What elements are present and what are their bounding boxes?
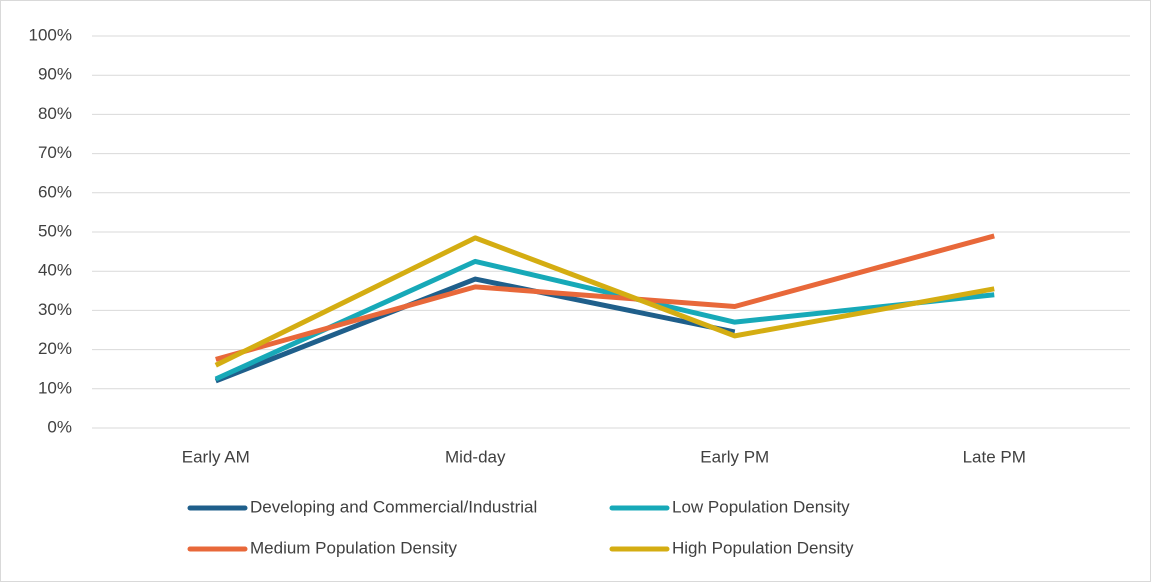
x-tick-label: Early AM (182, 447, 250, 466)
x-tick-label: Mid-day (445, 447, 506, 466)
series-line (214, 258, 995, 382)
y-tick-label: 70% (38, 143, 72, 162)
y-tick-label: 20% (38, 339, 72, 358)
y-tick-label: 60% (38, 182, 72, 201)
series-line (214, 276, 736, 384)
series-line (214, 235, 995, 368)
x-tick-label: Early PM (700, 447, 769, 466)
y-tick-label: 100% (29, 25, 72, 44)
series-line (215, 233, 995, 362)
y-tick-label: 0% (47, 417, 72, 436)
legend-label: Medium Population Density (250, 538, 457, 557)
y-tick-label: 80% (38, 104, 72, 123)
y-tick-label: 90% (38, 65, 72, 84)
legend-label: Developing and Commercial/Industrial (250, 497, 537, 516)
legend-label: High Population Density (672, 538, 854, 557)
x-tick-label: Late PM (963, 447, 1026, 466)
legend-label: Low Population Density (672, 497, 850, 516)
y-tick-label: 10% (38, 378, 72, 397)
y-tick-label: 50% (38, 221, 72, 240)
y-tick-label: 30% (38, 300, 72, 319)
y-tick-label: 40% (38, 261, 72, 280)
